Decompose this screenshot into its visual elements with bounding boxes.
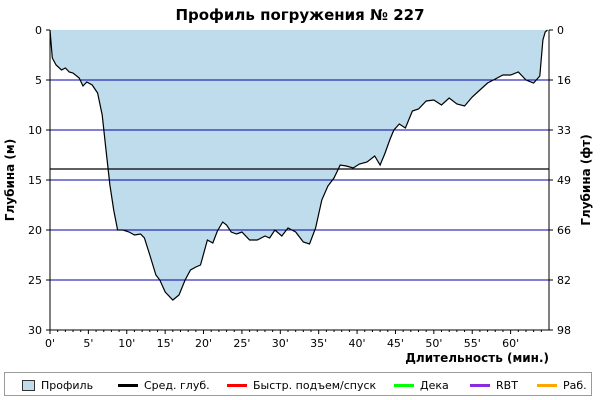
x-tick-label: 20' bbox=[195, 337, 212, 350]
profile-fill bbox=[50, 30, 548, 300]
x-tick-label: 0' bbox=[45, 337, 55, 350]
profile-line bbox=[49, 29, 548, 301]
x-tick-label: 30' bbox=[272, 337, 289, 350]
x-tick-label: 40' bbox=[349, 337, 366, 350]
y-right-tick-label: 82 bbox=[557, 274, 571, 287]
x-axis-label: Длительность (мин.) bbox=[405, 351, 549, 365]
legend-label: Профиль bbox=[41, 378, 94, 392]
y-left-tick-label: 15 bbox=[28, 174, 42, 187]
x-tick-label: 60' bbox=[502, 337, 519, 350]
y-right-tick-label: 98 bbox=[557, 324, 571, 337]
legend-item-rbt: RBT bbox=[470, 378, 518, 392]
legend-swatch-fast-ascent bbox=[227, 383, 247, 387]
y-left-tick-label: 20 bbox=[28, 224, 42, 237]
y-right-tick-label: 33 bbox=[557, 124, 571, 137]
legend-label: Раб. bbox=[563, 378, 587, 392]
legend-item-profile: Профиль bbox=[22, 378, 93, 392]
chart-legend: Профиль Сред. глуб. Быстр. подъем/спуск … bbox=[4, 372, 592, 396]
legend-label: Быстр. подъем/спуск bbox=[253, 378, 377, 392]
legend-swatch-work bbox=[537, 383, 557, 387]
chart-title: Профиль погружения № 227 bbox=[175, 6, 424, 24]
legend-swatch-rbt bbox=[470, 383, 490, 387]
legend-swatch-avg-depth bbox=[118, 383, 138, 387]
x-tick-label: 10' bbox=[118, 337, 135, 350]
y-axis-left-label: Глубина (м) bbox=[3, 139, 17, 221]
y-axis-right-ticks: 0 16 33 49 66 82 98 bbox=[549, 24, 571, 337]
legend-item-work: Раб. bbox=[537, 378, 587, 392]
y-left-tick-label: 0 bbox=[35, 24, 42, 37]
y-right-tick-label: 66 bbox=[557, 224, 571, 237]
x-tick-label: 55' bbox=[464, 337, 481, 350]
legend-item-deco: Дека bbox=[394, 378, 449, 392]
legend-label: RBT bbox=[496, 378, 518, 392]
y-right-tick-label: 0 bbox=[557, 24, 564, 37]
legend-swatch-deco bbox=[394, 383, 414, 387]
legend-item-fast-ascent: Быстр. подъем/спуск bbox=[227, 378, 376, 392]
x-tick-label: 5' bbox=[83, 337, 93, 350]
y-left-tick-label: 30 bbox=[28, 324, 42, 337]
gridlines bbox=[50, 79, 549, 281]
y-axis-right-label: Глубина (фт) bbox=[579, 134, 593, 225]
y-left-tick-label: 25 bbox=[28, 274, 42, 287]
legend-label: Сред. глуб. bbox=[144, 378, 210, 392]
x-tick-label: 50' bbox=[425, 337, 442, 350]
x-axis-ticks: 0' 5' 10' 15' 20' 25' 30' 35' 40' 45' 50' 55' 60' bbox=[45, 330, 542, 350]
legend-item-avg-depth: Сред. глуб. bbox=[118, 378, 210, 392]
legend-label: Дека bbox=[420, 378, 449, 392]
y-axis-left-ticks: 0 5 10 15 20 25 30 bbox=[28, 24, 50, 337]
x-tick-label: 25' bbox=[233, 337, 250, 350]
y-left-tick-label: 5 bbox=[35, 74, 42, 87]
dive-profile-chart: Профиль погружения № 227 0' 5' 10' 15' 20' 25… bbox=[3, 6, 593, 365]
y-right-tick-label: 16 bbox=[557, 74, 571, 87]
y-left-tick-label: 10 bbox=[28, 124, 42, 137]
legend-swatch-profile bbox=[22, 379, 35, 391]
x-tick-label: 35' bbox=[310, 337, 327, 350]
x-tick-label: 15' bbox=[157, 337, 174, 350]
y-right-tick-label: 49 bbox=[557, 174, 571, 187]
profile-area bbox=[50, 30, 548, 300]
profile-series-line bbox=[49, 29, 548, 301]
x-tick-label: 45' bbox=[387, 337, 404, 350]
